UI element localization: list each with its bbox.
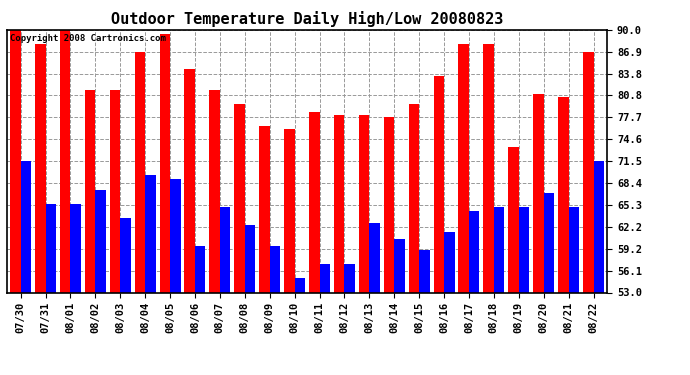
Bar: [220, 207, 230, 292]
Bar: [544, 193, 554, 292]
Bar: [284, 129, 295, 292]
Bar: [145, 176, 156, 292]
Bar: [170, 179, 181, 292]
Bar: [60, 30, 70, 292]
Bar: [35, 44, 46, 292]
Bar: [135, 52, 145, 292]
Bar: [270, 246, 280, 292]
Bar: [583, 52, 593, 292]
Bar: [344, 264, 355, 292]
Bar: [85, 90, 95, 292]
Bar: [10, 30, 21, 292]
Bar: [444, 232, 455, 292]
Bar: [245, 225, 255, 292]
Bar: [509, 147, 519, 292]
Bar: [259, 126, 270, 292]
Bar: [433, 76, 444, 292]
Bar: [593, 161, 604, 292]
Bar: [319, 264, 330, 292]
Bar: [46, 204, 56, 292]
Bar: [184, 69, 195, 292]
Bar: [295, 278, 305, 292]
Bar: [70, 204, 81, 292]
Bar: [408, 105, 419, 292]
Bar: [533, 94, 544, 292]
Bar: [369, 223, 380, 292]
Bar: [209, 90, 220, 292]
Bar: [110, 90, 120, 292]
Bar: [120, 218, 130, 292]
Bar: [484, 44, 494, 292]
Bar: [195, 246, 206, 292]
Bar: [458, 44, 469, 292]
Title: Outdoor Temperature Daily High/Low 20080823: Outdoor Temperature Daily High/Low 20080…: [111, 12, 503, 27]
Text: Copyright 2008 Cartronics.com: Copyright 2008 Cartronics.com: [10, 34, 166, 43]
Bar: [419, 250, 430, 292]
Bar: [95, 190, 106, 292]
Bar: [494, 207, 504, 292]
Bar: [569, 207, 579, 292]
Bar: [309, 112, 319, 292]
Bar: [21, 161, 31, 292]
Bar: [384, 117, 394, 292]
Bar: [334, 115, 344, 292]
Bar: [359, 115, 369, 292]
Bar: [159, 33, 170, 292]
Bar: [519, 207, 529, 292]
Bar: [469, 211, 480, 292]
Bar: [235, 105, 245, 292]
Bar: [558, 98, 569, 292]
Bar: [394, 239, 405, 292]
